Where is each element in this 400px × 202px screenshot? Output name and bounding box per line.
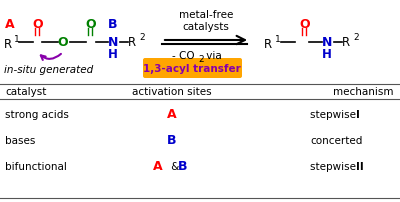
Text: H: H (322, 48, 332, 61)
Text: in-situ generated: in-situ generated (4, 65, 93, 75)
Text: O: O (33, 18, 43, 31)
Text: 1,3-acyl transfer: 1,3-acyl transfer (143, 64, 241, 74)
Text: stepwise: stepwise (310, 109, 359, 119)
Text: activation sites: activation sites (132, 87, 212, 97)
Text: B: B (108, 18, 118, 31)
Text: 1: 1 (275, 35, 281, 44)
Text: mechanism: mechanism (332, 87, 393, 97)
Text: A: A (167, 108, 177, 121)
Text: bases: bases (5, 135, 35, 145)
Text: N: N (108, 36, 118, 49)
Text: O: O (86, 18, 96, 31)
FancyArrowPatch shape (41, 55, 61, 61)
Text: bifunctional: bifunctional (5, 161, 67, 171)
Text: I: I (356, 109, 360, 119)
Text: R: R (4, 38, 12, 51)
Text: strong acids: strong acids (5, 109, 69, 119)
Text: - CO: - CO (172, 51, 195, 61)
Text: B: B (167, 134, 177, 147)
Text: catalyst: catalyst (5, 87, 46, 97)
Text: &: & (168, 161, 183, 171)
Text: II: II (356, 161, 364, 171)
Text: 2: 2 (353, 33, 359, 42)
Text: via: via (203, 51, 222, 61)
Text: A: A (5, 18, 15, 31)
Text: 2: 2 (139, 33, 145, 42)
Text: R: R (128, 36, 136, 49)
Text: R: R (264, 38, 272, 51)
Text: O: O (58, 36, 68, 49)
Text: A: A (153, 160, 163, 173)
Text: H: H (108, 48, 118, 61)
Text: catalysts: catalysts (182, 22, 230, 32)
Text: R: R (342, 36, 350, 49)
Text: 2: 2 (198, 54, 204, 63)
Text: N: N (322, 36, 332, 49)
Text: 1: 1 (14, 35, 20, 44)
Text: B: B (178, 160, 188, 173)
FancyBboxPatch shape (143, 59, 242, 79)
Text: concerted: concerted (310, 135, 362, 145)
Text: O: O (300, 18, 310, 31)
Text: stepwise: stepwise (310, 161, 359, 171)
Text: metal-free: metal-free (179, 10, 233, 20)
